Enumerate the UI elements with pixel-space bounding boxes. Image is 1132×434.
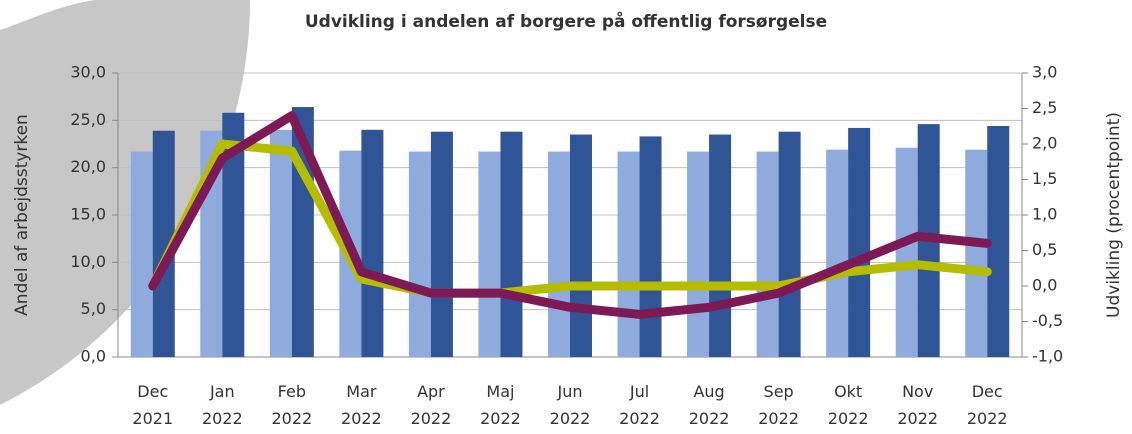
chart: Udvikling i andelen af borgere på offent… — [0, 0, 1132, 434]
x-tick-label: Feb 2022 — [262, 378, 322, 432]
y2-tick-label: 0,0 — [1032, 276, 1057, 295]
y-axis-title: Andel af arbejdsstyrken — [12, 114, 32, 316]
bar — [478, 152, 500, 357]
y2-tick-label: 2,0 — [1032, 134, 1057, 153]
bar — [640, 136, 662, 357]
x-tick-label: Maj 2022 — [470, 378, 530, 432]
x-tick-label: Dec 2021 — [123, 378, 183, 432]
bar — [965, 150, 987, 357]
y2-tick-label: 1,5 — [1032, 169, 1057, 188]
chart-title: Udvikling i andelen af borgere på offent… — [305, 10, 827, 32]
y-tick-label: 5,0 — [81, 299, 106, 318]
bar — [431, 132, 453, 357]
bar — [779, 132, 801, 357]
x-tick-label: Aug 2022 — [679, 378, 739, 432]
bar — [848, 128, 870, 357]
y-tick-label: 25,0 — [70, 110, 106, 129]
y2-tick-label: 0,5 — [1032, 240, 1057, 259]
bar — [548, 152, 570, 357]
x-tick-label: Nov 2022 — [888, 378, 948, 432]
y2-tick-label: -1,0 — [1032, 347, 1063, 366]
bar — [618, 152, 640, 357]
x-tick-label: Mar 2022 — [331, 378, 391, 432]
y-tick-label: 0,0 — [81, 347, 106, 366]
y2-tick-label: 3,0 — [1032, 63, 1057, 82]
y2-tick-label: 1,0 — [1032, 205, 1057, 224]
x-tick-label: Jun 2022 — [540, 378, 600, 432]
x-tick-label: Okt 2022 — [818, 378, 878, 432]
bar — [826, 150, 848, 357]
bar — [361, 130, 383, 357]
bar — [409, 152, 431, 357]
x-tick-label: Apr 2022 — [401, 378, 461, 432]
x-tick-label: Jul 2022 — [610, 378, 670, 432]
y-tick-label: 30,0 — [70, 63, 106, 82]
y2-tick-label: 2,5 — [1032, 98, 1057, 117]
y2-tick-label: -0,5 — [1032, 311, 1063, 330]
y-tick-label: 20,0 — [70, 157, 106, 176]
bar — [500, 132, 522, 357]
bar — [709, 135, 731, 357]
y-tick-label: 10,0 — [70, 252, 106, 271]
bar — [757, 152, 779, 357]
x-tick-label: Sep 2022 — [749, 378, 809, 432]
page: Udvikling i andelen af borgere på offent… — [0, 0, 1132, 434]
y-tick-label: 15,0 — [70, 205, 106, 224]
y2-axis-title: Udvikling (procentpoint) — [1104, 112, 1124, 318]
x-tick-label: Dec 2022 — [957, 378, 1017, 432]
bar — [570, 135, 592, 357]
bar — [687, 152, 709, 357]
bar — [270, 130, 292, 357]
bar — [896, 148, 918, 357]
bar — [131, 152, 153, 357]
x-tick-label: Jan 2022 — [192, 378, 252, 432]
